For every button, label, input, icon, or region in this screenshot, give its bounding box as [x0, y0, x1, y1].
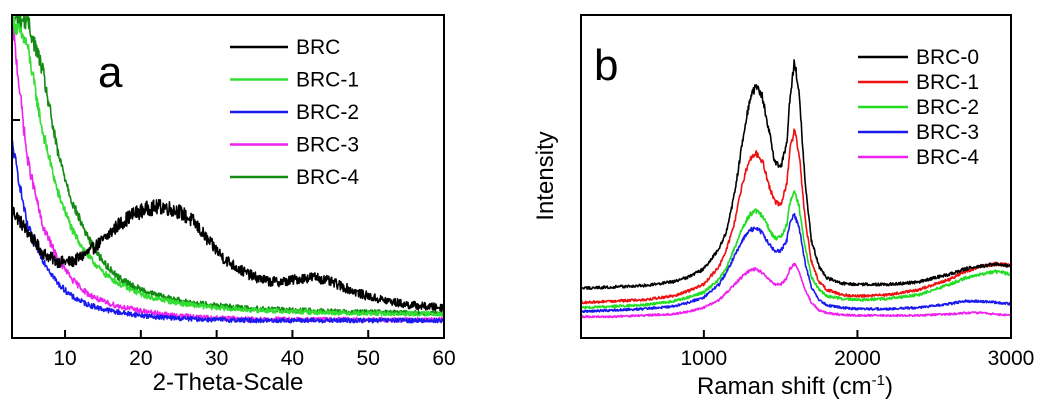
legend-label-b-1: BRC-1 [916, 71, 979, 94]
panel-a-frame [11, 14, 445, 339]
series-line-a-2 [13, 139, 443, 324]
legend-label-b-4: BRC-4 [916, 146, 979, 169]
panel-a-x-axis-title: 2-Theta-Scale [153, 369, 304, 396]
legend-label-a-3: BRC-3 [296, 134, 359, 157]
series-line-b-1 [582, 128, 1010, 305]
panel-b-plot-area [582, 59, 1010, 319]
panel-a-plot-area [13, 16, 443, 324]
series-line-b-2 [582, 190, 1010, 310]
x-tick-label-a-5: 60 [432, 347, 455, 370]
legend-label-b-0: BRC-0 [916, 46, 979, 69]
panel-b-x-axis-title: Raman shift (cm-1) [697, 372, 893, 400]
x-tick-label-a-0: 10 [53, 347, 76, 370]
x-tick-label-a-3: 40 [281, 347, 304, 370]
panel-b-x-axis-title-main: Raman shift (cm [697, 373, 872, 400]
series-line-b-3 [582, 212, 1010, 314]
series-line-b-0 [582, 59, 1010, 291]
panel-b-label: b [594, 41, 618, 90]
legend-label-b-2: BRC-2 [916, 96, 979, 119]
panel-b-x-axis-title-suffix: ) [885, 373, 893, 400]
legend-label-b-3: BRC-3 [916, 121, 979, 144]
series-line-a-1 [13, 16, 443, 317]
x-tick-label-b-1: 2000 [834, 347, 881, 370]
x-tick-label-a-1: 20 [129, 347, 152, 370]
series-line-a-3 [13, 17, 443, 323]
panel-b-y-axis-title: Intensity [532, 131, 559, 220]
legend-label-a-0: BRC [296, 36, 340, 59]
panel-a-legend: BRC BRC-1 BRC-2 BRC-3 BRC-4 [230, 36, 359, 189]
series-line-a-4 [13, 16, 443, 317]
legend-label-a-1: BRC-1 [296, 69, 359, 92]
panel-b-x-axis: 1000 2000 3000 [680, 330, 1034, 370]
x-tick-label-a-2: 30 [205, 347, 228, 370]
series-line-b-4 [582, 262, 1010, 319]
panel-b: 1000 2000 3000 Raman shift (cm-1) Intensit… [532, 14, 1034, 400]
legend-label-a-2: BRC-2 [296, 101, 359, 124]
series-line-a-0 [13, 198, 443, 313]
panel-b-frame [580, 14, 1012, 339]
panel-a: 10 20 30 40 50 60 2-Theta-Scale a BRCBRC-1BRC… [11, 14, 456, 396]
panel-a-label: a [98, 48, 123, 97]
panel-a-x-axis: 10 20 30 40 50 60 [53, 330, 456, 370]
legend-label-a-4: BRC-4 [296, 166, 359, 189]
x-tick-label-a-4: 50 [357, 347, 380, 370]
panel-b-x-axis-title-superscript: -1 [872, 372, 885, 389]
x-tick-label-b-2: 3000 [988, 347, 1035, 370]
x-tick-label-b-0: 1000 [680, 347, 727, 370]
